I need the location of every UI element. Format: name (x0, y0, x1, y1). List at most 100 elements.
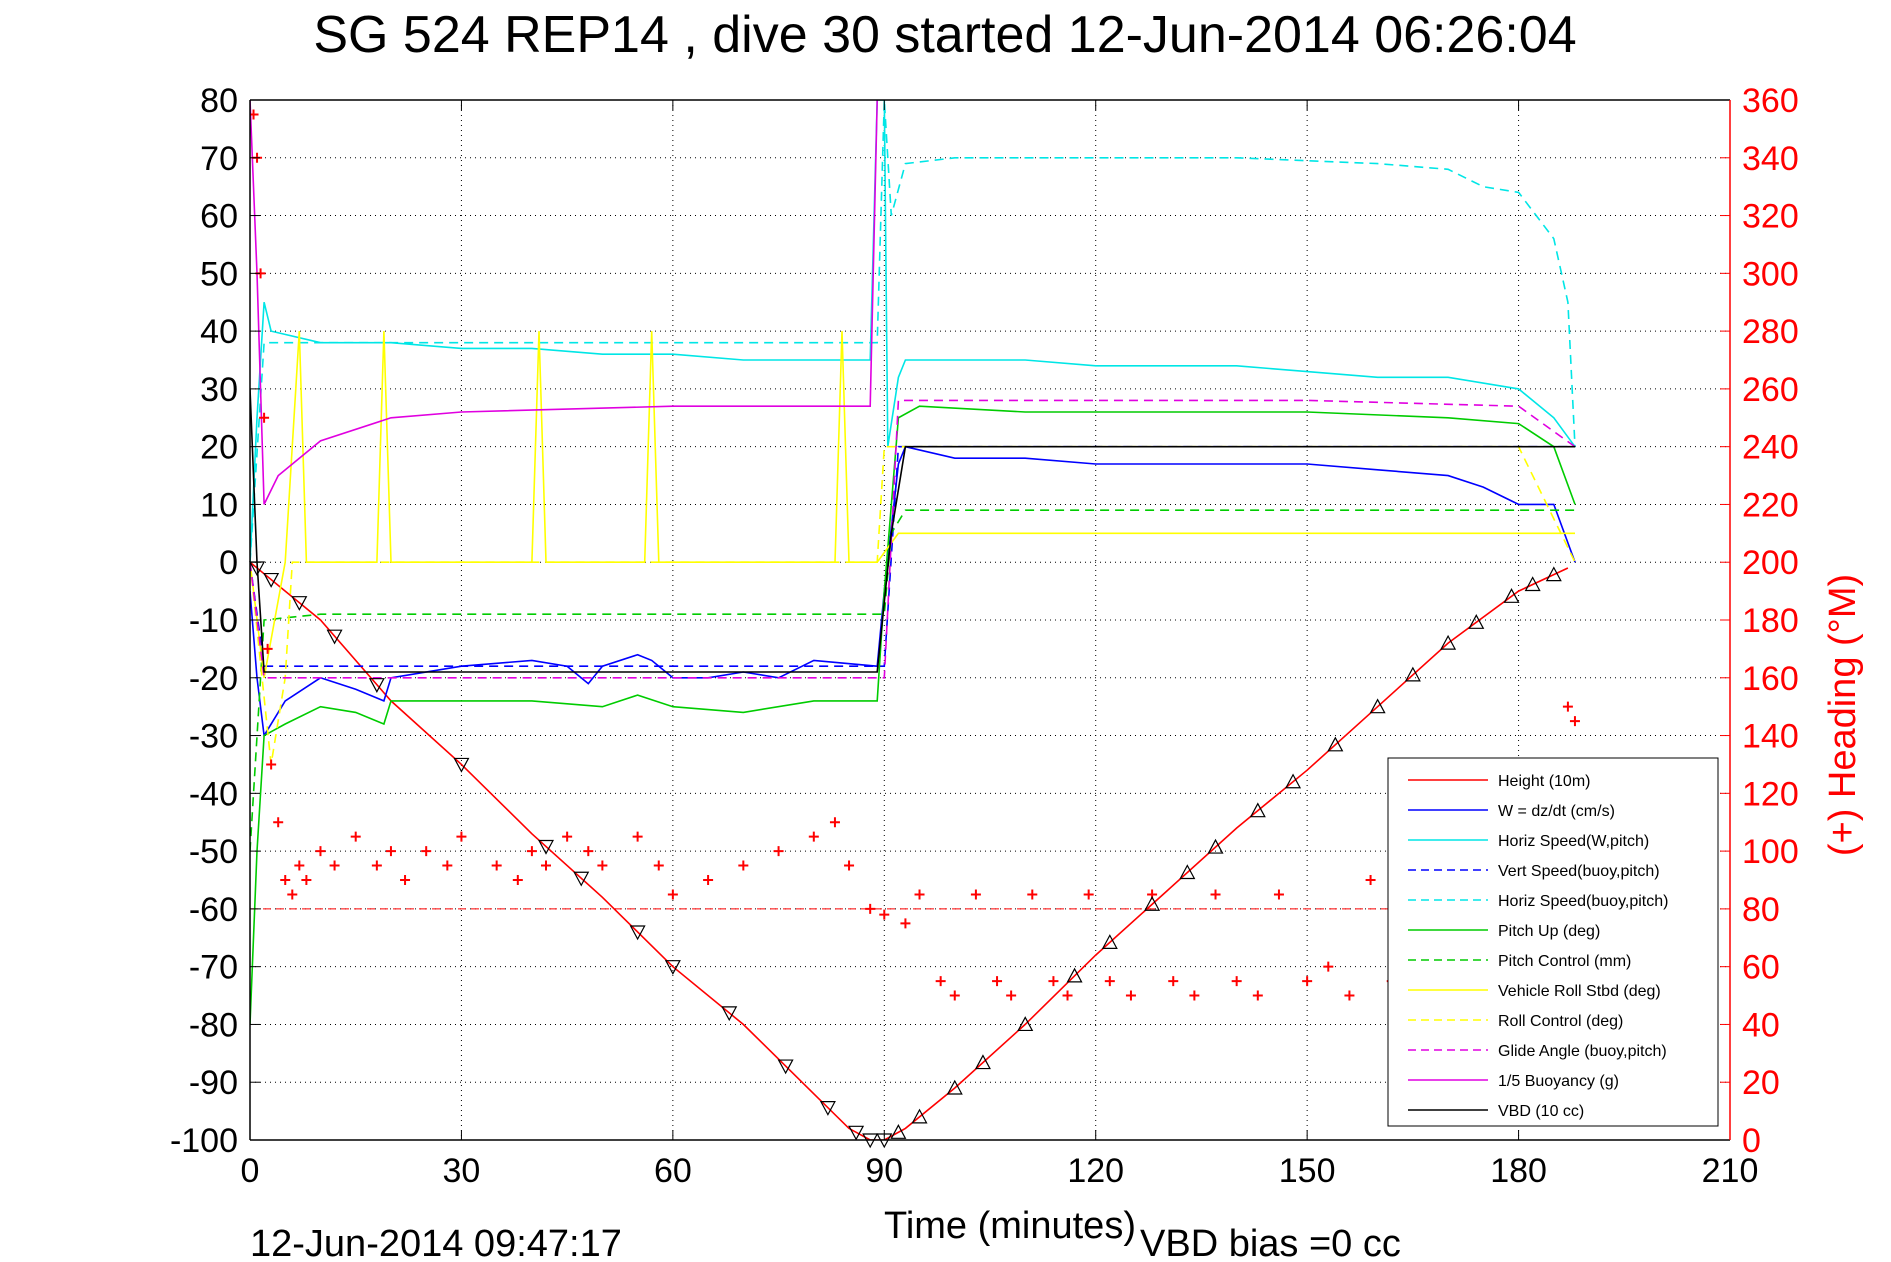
legend-label-4: Horiz Speed(buoy,pitch) (1498, 893, 1668, 910)
heading-point (262, 643, 273, 654)
height-marker-13 (848, 1125, 865, 1141)
series-line-7 (250, 331, 1575, 678)
heading-point (329, 860, 340, 871)
height-marker-8 (629, 925, 646, 941)
heading-point (583, 846, 594, 857)
y-right-tick-label: 20 (1742, 1064, 1780, 1102)
heading-point (914, 889, 925, 900)
x-tick-label: 210 (1702, 1152, 1759, 1190)
y-right-tick-label: 120 (1742, 775, 1799, 813)
x-tick-label: 120 (1067, 1152, 1124, 1190)
legend-label-10: 1/5 Buoyancy (g) (1498, 1073, 1619, 1090)
height-marker-10 (721, 1006, 738, 1022)
heading-point (829, 817, 840, 828)
legend-label-9: Glide Angle (buoy,pitch) (1498, 1043, 1667, 1060)
series-line-4 (250, 100, 1576, 563)
heading-point (1048, 976, 1059, 987)
y-right-tick-label: 300 (1742, 255, 1799, 293)
y-left-tick-label: -50 (189, 833, 238, 871)
heading-point (703, 875, 714, 885)
footer-timestamp: 12-Jun-2014 09:47:17 (250, 1223, 622, 1262)
heading-point (421, 846, 432, 857)
heading-point (879, 909, 890, 920)
y-right-tick-label: 340 (1742, 140, 1799, 178)
y-right-tick-label: 180 (1742, 602, 1799, 640)
heading-point (315, 846, 326, 857)
y-right-tick-label: 40 (1742, 1006, 1780, 1044)
y-right-tick-label: 0 (1742, 1122, 1761, 1160)
y-left-tick-label: -100 (170, 1122, 238, 1160)
height-marker-32 (1468, 614, 1485, 629)
heading-point (1323, 961, 1334, 972)
y-left-tick-label: -40 (189, 775, 238, 813)
heading-point (1210, 889, 1221, 900)
height-marker-2 (291, 596, 308, 611)
legend-label-0: Height (10m) (1498, 773, 1590, 790)
y-right-tick-label: 240 (1742, 429, 1799, 467)
series-group (250, 100, 1576, 1140)
heading-point (1189, 990, 1200, 1001)
x-tick-label: 30 (443, 1152, 481, 1190)
heading-point (259, 412, 270, 423)
heading-point (1027, 889, 1038, 900)
height-marker-9 (664, 960, 681, 975)
y-right-tick-label: 100 (1742, 833, 1799, 871)
heading-point (992, 976, 1003, 987)
heading-point (653, 860, 664, 871)
heading-point (900, 918, 911, 929)
legend-box (1387, 757, 1719, 1127)
height-marker-22 (1101, 934, 1118, 949)
y-left-tick-label: 50 (200, 255, 238, 293)
heading-point (808, 831, 819, 842)
heading-point (949, 990, 960, 1001)
heading-point (287, 889, 298, 900)
y-right-tick-label: 200 (1742, 544, 1799, 582)
height-marker-35 (1545, 566, 1562, 582)
heading-point (280, 875, 291, 885)
y-right-tick-label: 320 (1742, 198, 1799, 236)
height-marker-24 (1179, 864, 1196, 880)
heading-point (294, 860, 305, 871)
heading-point (1302, 976, 1313, 987)
series-line-1 (250, 445, 1576, 738)
height-marker-23 (1144, 896, 1161, 911)
heading-point (667, 889, 678, 900)
height-marker-27 (1285, 773, 1302, 789)
chart-title: SG 524 REP14 , dive 30 started 12-Jun-20… (313, 6, 1576, 64)
legend: Height (10m) W = dz/dt (cm/s) Horiz Speed(… (1387, 757, 1719, 1127)
series-line-6 (250, 509, 1575, 852)
heading-point (1083, 889, 1094, 900)
heading-point (301, 875, 312, 885)
height-marker-3 (326, 629, 343, 645)
height-marker-1 (263, 572, 280, 588)
footer-vbd-bias: VBD bias =0 cc (1140, 1223, 1401, 1262)
heading-point (738, 860, 749, 871)
heading-point (1273, 889, 1284, 900)
heading-point (371, 860, 382, 871)
series-line-8 (250, 445, 1576, 765)
legend-label-8: Roll Control (deg) (1498, 1013, 1623, 1030)
series-line-3 (250, 445, 1575, 667)
series-line-9 (250, 399, 1576, 679)
height-marker-18 (946, 1079, 963, 1095)
heading-point (266, 759, 277, 770)
x-tick-label: 180 (1490, 1152, 1547, 1190)
height-marker-34 (1524, 576, 1541, 592)
heading-point (1168, 976, 1179, 987)
x-tick-label: 90 (865, 1152, 903, 1190)
y-right-tick-label: 220 (1742, 486, 1799, 524)
legend-label-7: Vehicle Roll Stbd (deg) (1498, 983, 1661, 1000)
y-left-tick-label: -80 (189, 1006, 238, 1044)
y-left-tick-label: -70 (189, 949, 238, 987)
heading-point (865, 903, 876, 914)
height-marker-7 (573, 871, 590, 887)
heading-point (541, 860, 551, 871)
heading-point (1365, 875, 1376, 885)
x-tick-label: 60 (654, 1152, 692, 1190)
y-right-tick-label: 80 (1742, 891, 1780, 929)
y-left-tick-label: 60 (200, 198, 238, 236)
y-right-tick-label: 360 (1742, 82, 1799, 120)
x-axis-label: Time (minutes) (884, 1205, 1136, 1247)
heading-point (844, 860, 855, 871)
